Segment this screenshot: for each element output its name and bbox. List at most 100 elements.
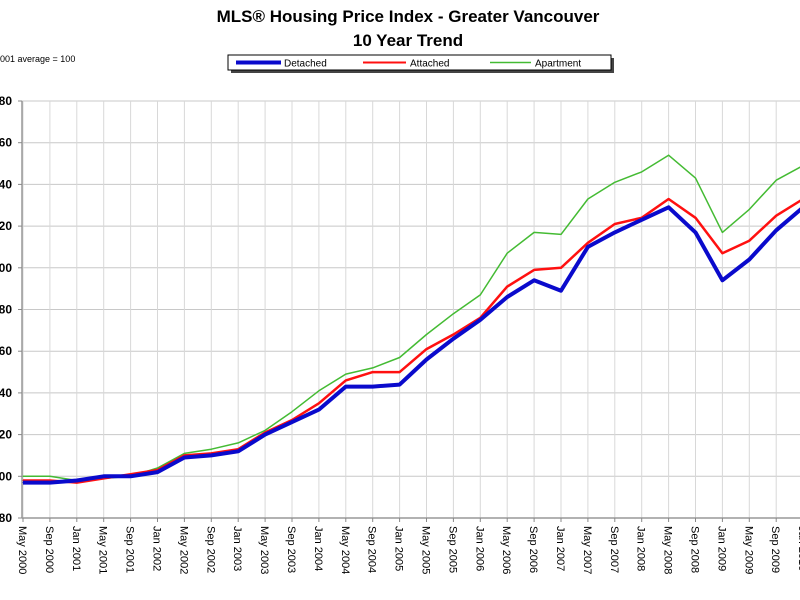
data-point-attached — [452, 334, 454, 336]
data-point-attached — [614, 223, 616, 225]
x-tick-label: Sep 2000 — [43, 526, 55, 573]
data-point-apartment — [345, 373, 347, 375]
series-line-apartment — [23, 154, 800, 482]
data-point-detached — [291, 421, 293, 423]
x-tick-label: Jan 2004 — [312, 526, 324, 571]
data-point-detached — [130, 475, 132, 477]
data-point-attached — [533, 269, 535, 271]
series-line-attached — [23, 197, 800, 484]
data-point-apartment — [775, 179, 777, 181]
data-point-detached — [614, 231, 616, 233]
data-point-detached — [399, 384, 401, 386]
x-tick-label: Jan 2001 — [70, 526, 82, 571]
data-point-detached — [641, 219, 643, 221]
data-point-detached — [587, 246, 589, 248]
x-tick-label: May 2009 — [742, 526, 754, 574]
data-point-detached — [695, 231, 696, 233]
y-tick-label: 160 — [0, 344, 12, 358]
data-point-apartment — [183, 452, 185, 454]
y-tick-label: 100 — [0, 469, 12, 483]
data-point-apartment — [318, 390, 320, 392]
data-point-apartment — [748, 208, 750, 210]
data-point-apartment — [264, 429, 266, 431]
chart-title: MLS® Housing Price Index - Greater Vanco… — [217, 7, 600, 26]
data-point-detached — [49, 482, 51, 484]
data-point-attached — [372, 371, 374, 373]
x-tick-label: Sep 2004 — [366, 526, 378, 573]
x-tick-label: May 2005 — [420, 526, 432, 574]
data-point-apartment — [372, 367, 374, 369]
data-point-detached — [103, 475, 105, 477]
x-tick-label: Sep 2001 — [124, 526, 136, 573]
data-point-detached — [721, 279, 723, 281]
data-point-detached — [506, 296, 508, 298]
data-point-apartment — [668, 154, 670, 156]
index-base-note: 2001 average = 100 — [0, 54, 75, 64]
data-point-detached — [668, 206, 670, 208]
x-tick-label: Sep 2002 — [204, 526, 216, 573]
legend-label-attached: Attached — [410, 59, 449, 70]
data-point-apartment — [695, 177, 696, 179]
x-tick-label: Sep 2003 — [285, 526, 297, 573]
y-tick-label: 180 — [0, 303, 12, 317]
y-tick-label: 200 — [0, 261, 12, 275]
data-point-attached — [721, 252, 723, 254]
data-point-apartment — [399, 356, 401, 358]
x-tick-label: May 2002 — [177, 526, 189, 574]
data-point-apartment — [506, 252, 508, 254]
data-point-attached — [318, 402, 320, 404]
data-point-detached — [560, 290, 562, 292]
data-point-detached — [479, 319, 481, 321]
data-point-detached — [157, 471, 158, 473]
legend-label-detached: Detached — [284, 59, 327, 70]
x-tick-label: May 2008 — [662, 526, 674, 574]
data-point-attached — [345, 379, 347, 381]
x-tick-label: Sep 2008 — [689, 526, 701, 573]
data-point-apartment — [614, 181, 616, 183]
data-point-attached — [399, 371, 401, 373]
data-point-apartment — [426, 334, 427, 336]
grid — [21, 100, 800, 519]
data-point-detached — [372, 386, 374, 388]
data-point-apartment — [721, 231, 723, 233]
data-point-detached — [76, 479, 78, 481]
y-axis: 80 100 120 140 160 180 200 220 240 260 280 — [0, 94, 22, 525]
x-tick-label: Jan 2002 — [151, 526, 163, 571]
data-point-attached — [560, 267, 562, 269]
data-point-attached — [506, 286, 508, 288]
legend: Detached Attached Apartment — [227, 54, 614, 73]
data-point-attached — [668, 198, 670, 200]
x-tick-label: Sep 2009 — [769, 526, 781, 573]
data-point-apartment — [452, 313, 454, 315]
data-point-detached — [183, 457, 185, 459]
x-tick-label: Jan 2008 — [635, 526, 647, 571]
chart-subtitle: 10 Year Trend — [353, 31, 463, 50]
y-tick-label: 80 — [0, 511, 12, 525]
data-point-apartment — [22, 475, 24, 477]
x-tick-label: May 2000 — [16, 526, 28, 574]
x-tick-label: Sep 2006 — [527, 526, 539, 573]
data-point-detached — [237, 450, 239, 452]
data-point-apartment — [479, 294, 481, 296]
x-tick-label: May 2003 — [258, 526, 270, 574]
x-tick-label: Jan 2006 — [473, 526, 485, 571]
data-point-apartment — [533, 231, 535, 233]
data-point-detached — [210, 454, 212, 456]
x-tick-label: Jan 2005 — [393, 526, 405, 571]
x-tick-label: Sep 2007 — [608, 526, 620, 573]
data-point-apartment — [641, 171, 643, 173]
x-tick-label: Jan 2009 — [715, 526, 727, 571]
x-tick-label: May 2006 — [500, 526, 512, 574]
data-point-attached — [775, 215, 777, 217]
series-lines — [22, 154, 800, 485]
data-point-detached — [318, 409, 320, 411]
x-tick-label: Sep 2005 — [446, 526, 458, 573]
x-tick-label: May 2007 — [581, 526, 593, 574]
y-tick-label: 280 — [0, 94, 12, 108]
data-point-detached — [533, 279, 535, 281]
data-point-attached — [426, 348, 427, 350]
data-point-detached — [22, 482, 24, 484]
data-point-detached — [452, 338, 454, 340]
x-tick-label: May 2004 — [339, 526, 351, 574]
y-tick-label: 140 — [0, 386, 12, 400]
